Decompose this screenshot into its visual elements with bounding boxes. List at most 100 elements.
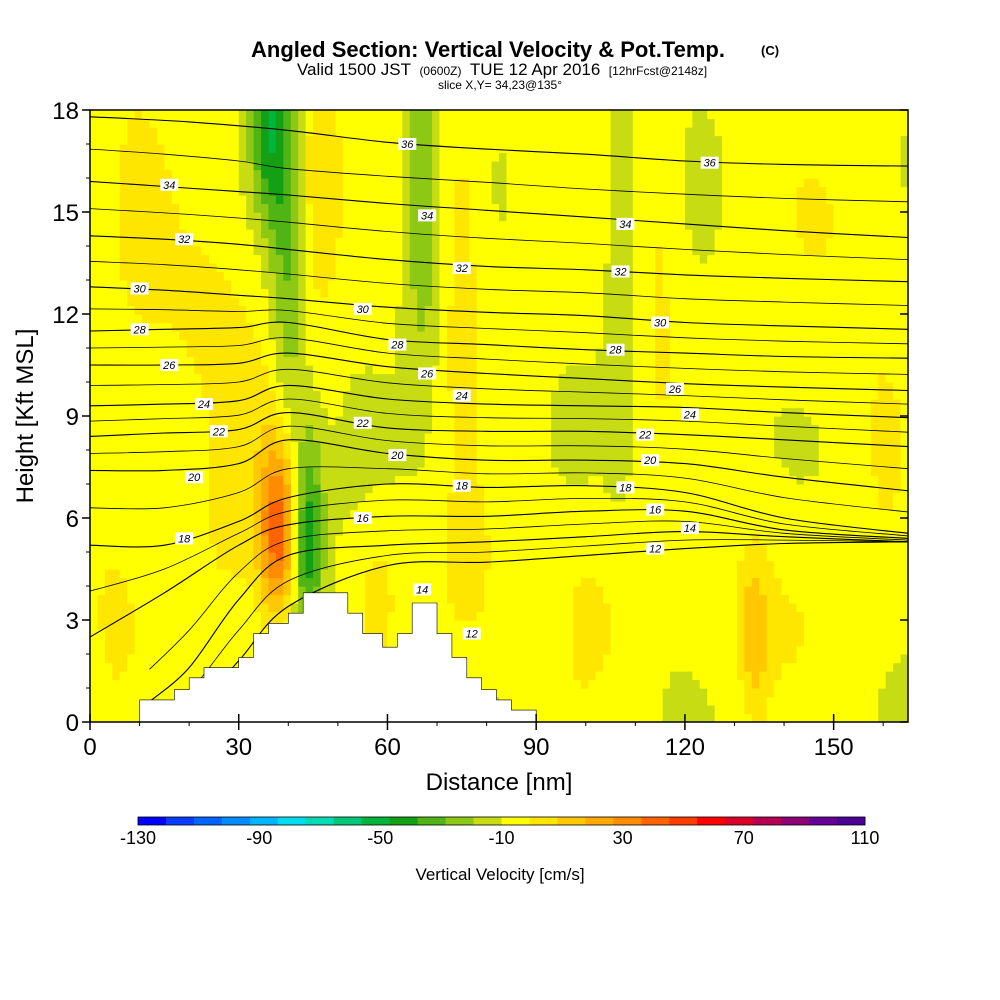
velocity-cell xyxy=(551,450,560,460)
velocity-cell xyxy=(670,424,679,434)
velocity-cell xyxy=(848,577,857,587)
velocity-cell xyxy=(194,382,203,392)
velocity-cell xyxy=(826,662,835,672)
velocity-cell xyxy=(350,543,359,553)
velocity-cell xyxy=(625,501,634,511)
velocity-cell xyxy=(179,526,188,536)
velocity-cell xyxy=(677,594,686,604)
velocity-cell xyxy=(335,509,344,519)
velocity-cell xyxy=(142,492,151,502)
velocity-cell xyxy=(298,526,307,536)
velocity-cell xyxy=(90,671,99,681)
velocity-cell xyxy=(238,620,247,630)
velocity-cell xyxy=(194,441,203,451)
velocity-cell xyxy=(275,373,284,383)
velocity-cell xyxy=(565,696,574,706)
velocity-cell xyxy=(900,603,908,613)
velocity-cell xyxy=(394,458,403,468)
velocity-cell xyxy=(298,543,307,553)
velocity-cell xyxy=(521,671,530,681)
velocity-cell xyxy=(134,603,143,613)
velocity-cell xyxy=(104,365,113,375)
velocity-cell xyxy=(617,356,627,366)
velocity-cell xyxy=(841,390,850,400)
velocity-cell xyxy=(506,416,515,426)
velocity-cell xyxy=(156,373,165,383)
velocity-cell xyxy=(766,688,775,698)
velocity-cell xyxy=(855,696,864,706)
velocity-cell xyxy=(112,373,121,383)
velocity-cell xyxy=(677,654,686,664)
velocity-cell xyxy=(826,441,835,451)
velocity-cell xyxy=(313,475,322,485)
velocity-cell xyxy=(380,543,389,553)
velocity-cell xyxy=(208,662,218,672)
velocity-cell xyxy=(484,679,493,689)
velocity-cell xyxy=(662,713,671,722)
velocity-cell xyxy=(238,484,247,494)
velocity-cell xyxy=(387,441,396,451)
velocity-cell xyxy=(603,399,612,409)
velocity-cell xyxy=(751,662,760,672)
velocity-cell xyxy=(119,382,128,392)
velocity-cell xyxy=(759,433,768,443)
velocity-cell xyxy=(432,424,441,434)
velocity-cell xyxy=(387,416,396,426)
velocity-cell xyxy=(759,424,768,434)
velocity-cell xyxy=(803,373,812,383)
velocity-cell xyxy=(863,679,872,689)
velocity-cell xyxy=(476,577,485,587)
velocity-cell xyxy=(246,509,255,519)
velocity-cell xyxy=(469,475,478,485)
velocity-cell xyxy=(142,509,151,519)
velocity-cell xyxy=(156,543,165,553)
velocity-cell xyxy=(610,705,619,715)
velocity-cell xyxy=(893,577,902,587)
velocity-cell xyxy=(736,390,745,400)
velocity-cell xyxy=(662,458,671,468)
velocity-cell xyxy=(863,348,872,358)
velocity-cell xyxy=(171,390,180,400)
velocity-cell xyxy=(744,407,753,417)
velocity-cell xyxy=(402,526,411,536)
velocity-cell xyxy=(231,492,240,502)
velocity-cell xyxy=(707,679,716,689)
velocity-cell xyxy=(826,365,835,375)
velocity-cell xyxy=(833,390,842,400)
velocity-cell xyxy=(513,348,522,358)
velocity-cell xyxy=(90,577,99,587)
velocity-cell xyxy=(774,611,783,621)
velocity-cell xyxy=(759,458,768,468)
velocity-cell xyxy=(469,645,478,655)
velocity-cell xyxy=(313,509,322,519)
velocity-cell xyxy=(625,603,634,613)
velocity-cell xyxy=(283,399,292,409)
velocity-cell xyxy=(521,407,530,417)
velocity-cell xyxy=(476,475,485,485)
velocity-cell xyxy=(104,552,113,562)
velocity-cell xyxy=(789,433,798,443)
velocity-cell xyxy=(625,407,634,417)
velocity-cell xyxy=(848,475,857,485)
velocity-cell xyxy=(893,662,902,672)
velocity-cell xyxy=(774,552,783,562)
velocity-cell xyxy=(536,620,545,630)
velocity-cell xyxy=(104,543,113,553)
velocity-cell xyxy=(119,662,128,672)
velocity-cell xyxy=(246,569,255,579)
velocity-cell xyxy=(305,365,314,375)
velocity-cell xyxy=(588,365,597,375)
velocity-cell xyxy=(603,628,612,638)
velocity-cell xyxy=(432,492,441,502)
velocity-cell xyxy=(402,365,411,375)
velocity-cell xyxy=(394,365,403,375)
velocity-cell xyxy=(900,705,908,715)
velocity-cell xyxy=(536,475,545,485)
velocity-cell xyxy=(499,356,508,366)
velocity-cell xyxy=(491,373,500,383)
velocity-cell xyxy=(365,560,374,570)
velocity-cell xyxy=(164,611,173,621)
velocity-cell xyxy=(699,382,708,392)
velocity-cell xyxy=(588,696,597,706)
velocity-cell xyxy=(528,348,537,358)
